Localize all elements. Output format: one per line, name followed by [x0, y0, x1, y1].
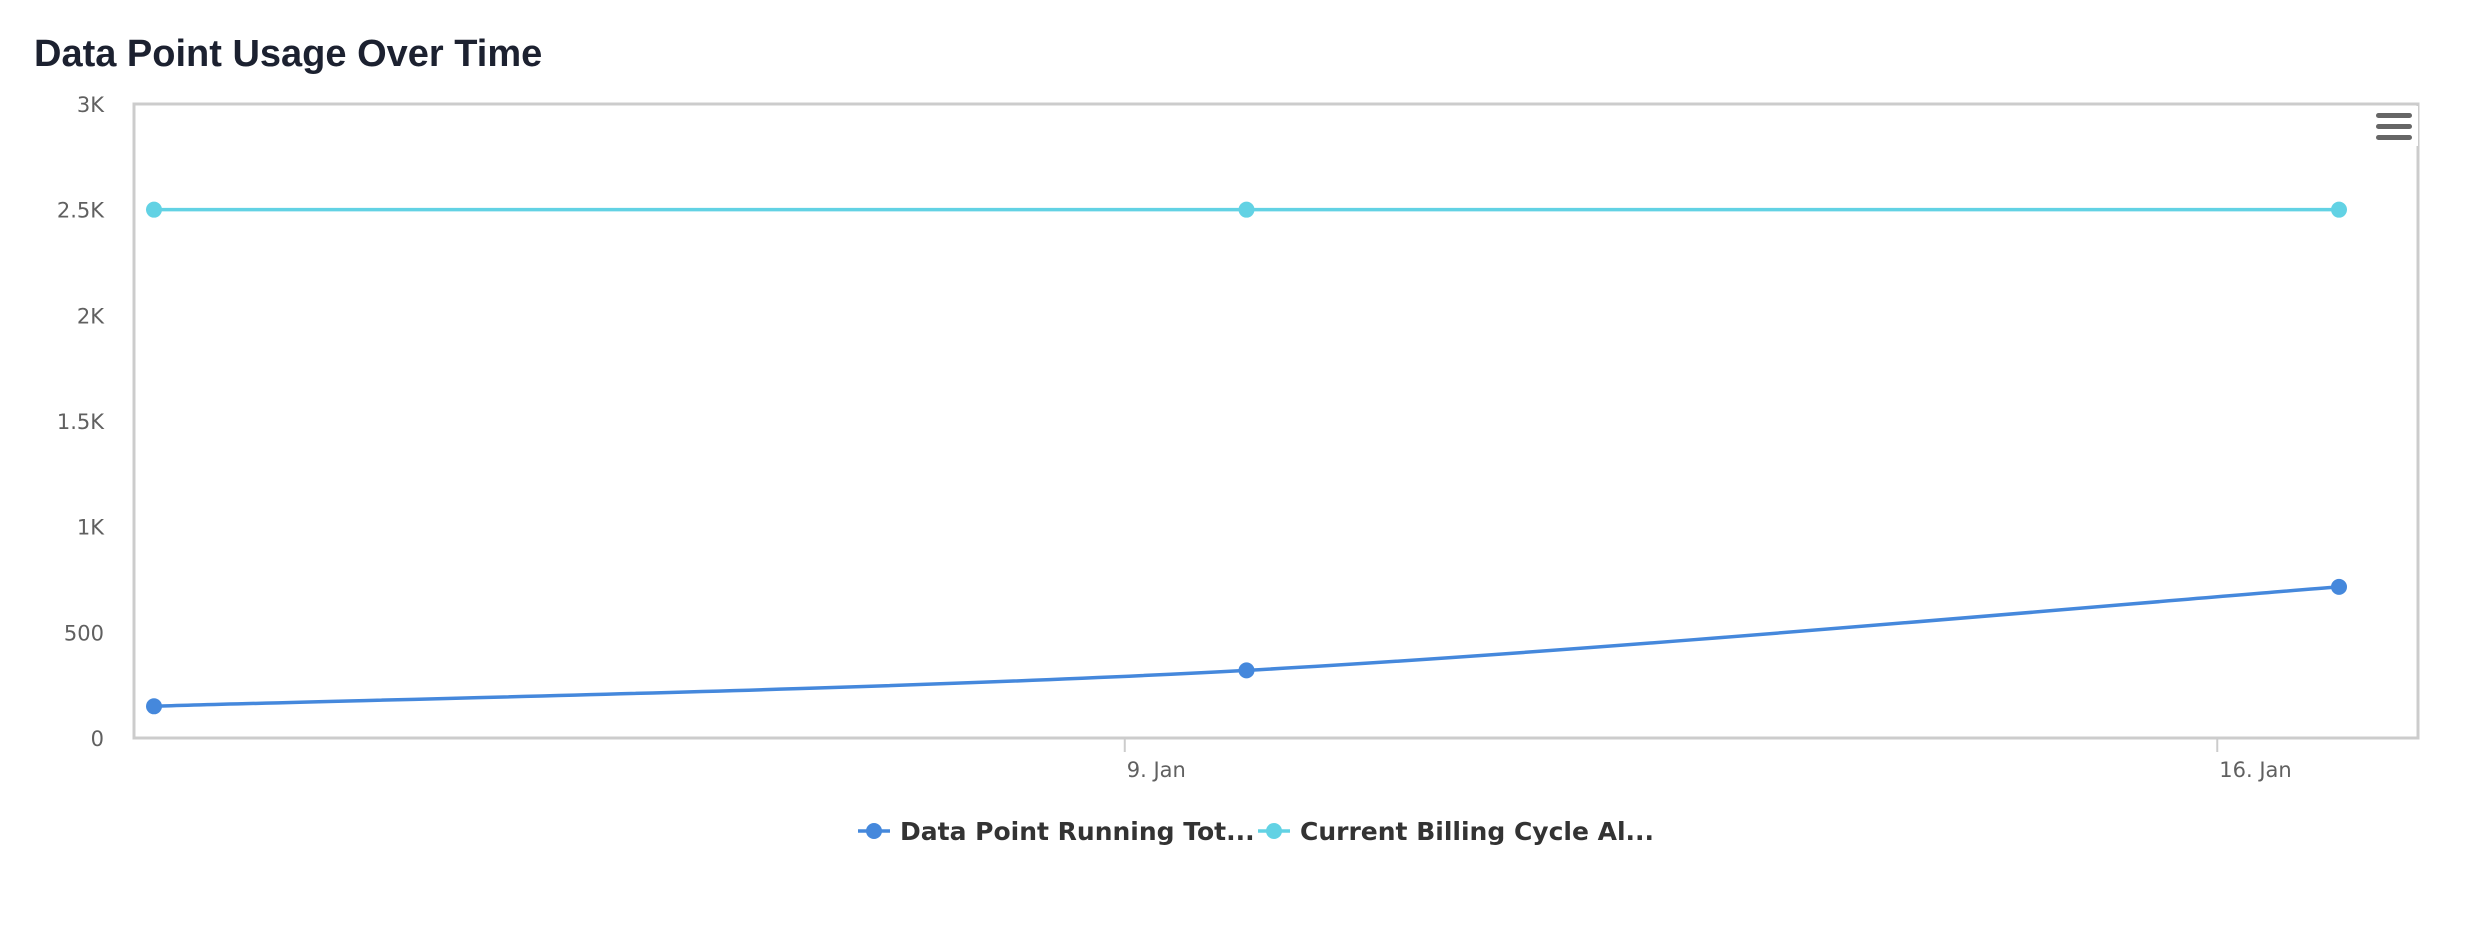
series-layer [146, 201, 2347, 715]
y-tick-label: 1.5K [57, 410, 105, 434]
hamburger-menu-icon [2376, 113, 2412, 140]
y-tick-label: 2.5K [57, 199, 105, 223]
legend-label: Current Billing Cycle Al... [1300, 817, 1654, 846]
legend-marker [1266, 823, 1282, 839]
series-line [152, 585, 2341, 709]
legend-item[interactable]: Current Billing Cycle Al... [1258, 817, 1654, 846]
plot-area [132, 102, 2420, 740]
x-tick-label: 9. Jan [1127, 758, 1186, 782]
y-tick-label: 1K [77, 516, 105, 540]
chart-title: Data Point Usage Over Time [34, 33, 543, 75]
x-tick-label: 16. Jan [2219, 758, 2291, 782]
y-axis: 0 500 1K 1.5K 2K 2.5K 3K [57, 93, 105, 751]
legend-label: Data Point Running Tot... [900, 817, 1255, 846]
y-tick-label: 3K [77, 93, 105, 117]
legend-marker [866, 823, 882, 839]
data-point[interactable] [1238, 662, 1255, 679]
legend-item[interactable]: Data Point Running Tot... [858, 817, 1255, 846]
y-tick-label: 2K [77, 304, 105, 328]
x-axis: 9. Jan 16. Jan [1123, 738, 2292, 782]
data-point[interactable] [1238, 201, 1255, 218]
data-point[interactable] [2331, 578, 2347, 595]
y-tick-label: 500 [64, 621, 104, 645]
y-tick-label: 0 [91, 727, 104, 751]
data-point[interactable] [146, 698, 162, 715]
data-point[interactable] [146, 201, 162, 218]
data-point[interactable] [2331, 201, 2347, 218]
chart-menu-button[interactable] [2368, 106, 2418, 146]
legend: Data Point Running Tot... Current Billing… [858, 817, 1654, 846]
